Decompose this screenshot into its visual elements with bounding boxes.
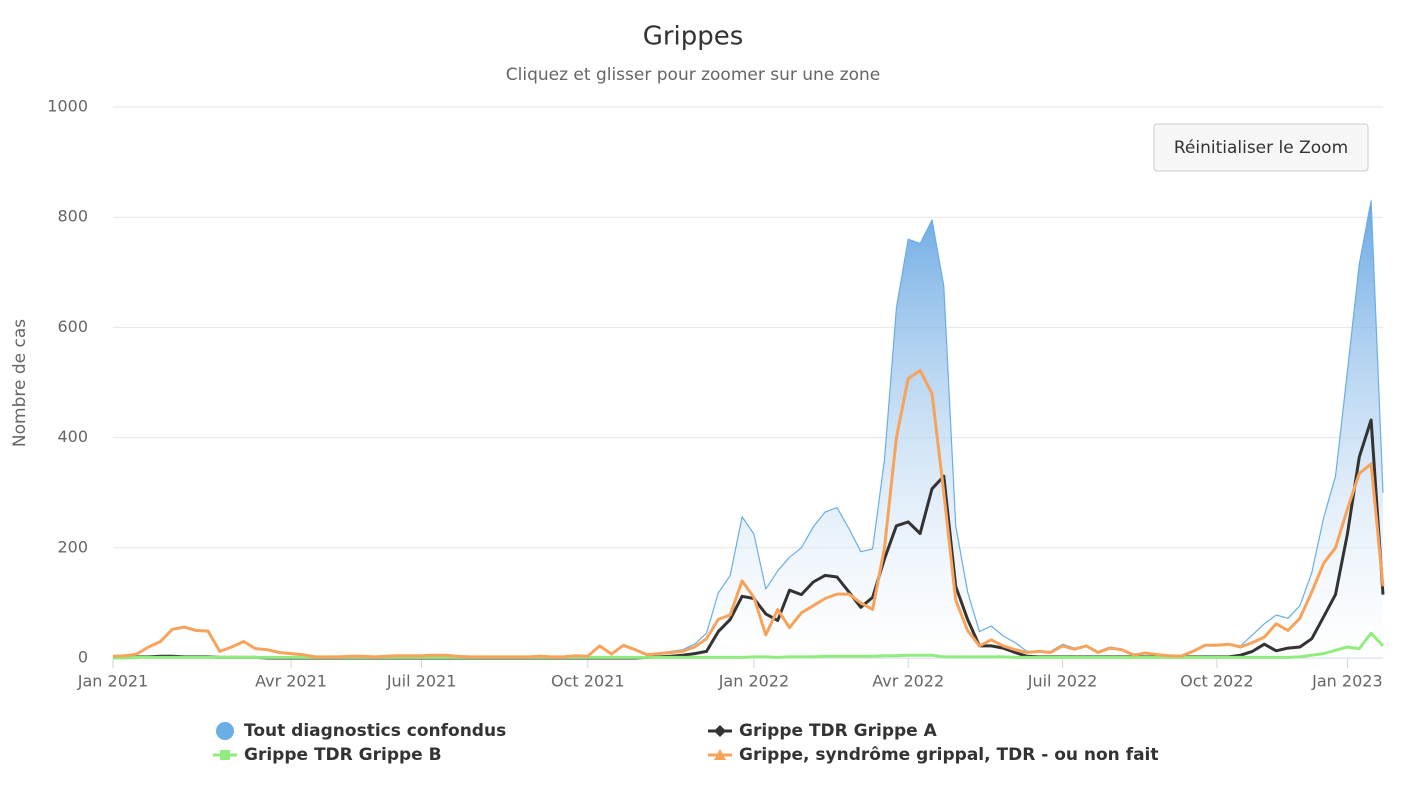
x-tick-label: Juil 2021 xyxy=(386,672,457,691)
y-tick-label: 400 xyxy=(57,427,88,446)
x-tick-label: Oct 2021 xyxy=(551,672,624,691)
x-tick-label: Avr 2022 xyxy=(872,672,944,691)
area xyxy=(113,200,1383,658)
legend-symbol xyxy=(714,749,726,760)
legend-label[interactable]: Grippe, syndrôme grippal, TDR - ou non f… xyxy=(739,745,1159,765)
y-tick-label: 800 xyxy=(57,207,88,226)
legend-label[interactable]: Grippe TDR Grippe B xyxy=(244,745,442,765)
y-tick-label: 600 xyxy=(57,317,88,336)
x-tick-label: Jan 2023 xyxy=(1311,672,1382,691)
legend-symbol xyxy=(220,750,230,760)
legend-symbol xyxy=(714,725,726,737)
x-tick-label: Oct 2022 xyxy=(1180,672,1253,691)
y-tick-label: 1000 xyxy=(47,97,88,116)
y-axis-label: Nombre de cas xyxy=(10,319,30,447)
legend-symbol xyxy=(216,722,234,740)
legend-label[interactable]: Grippe TDR Grippe A xyxy=(739,721,938,741)
reset-zoom-button[interactable]: Réinitialiser le Zoom xyxy=(1153,123,1369,172)
chart-title: Grippes xyxy=(643,22,744,52)
button-frame[interactable] xyxy=(1153,123,1369,172)
plot-area: 0 200 400 600 800 1000 Jan 2021 Avr 2021 Juil 20… xyxy=(47,97,1385,691)
legend-label[interactable]: Tout diagnostics confondus xyxy=(244,721,506,741)
button-label[interactable]: Réinitialiser le Zoom xyxy=(1174,138,1348,158)
x-tick-label: Jan 2022 xyxy=(718,672,789,691)
y-tick-label: 0 xyxy=(78,648,88,667)
x-tick-label: Juil 2022 xyxy=(1027,672,1098,691)
chart-subtitle: Cliquez et glisser pour zoomer sur une z… xyxy=(506,65,881,85)
legend: Tout diagnostics confondus Grippe TDR Gri… xyxy=(213,721,1159,765)
y-tick-label: 200 xyxy=(57,537,88,556)
x-tick-label: Jan 2021 xyxy=(77,672,148,691)
x-tick-label: Avr 2021 xyxy=(255,672,327,691)
series-line xyxy=(112,368,1385,659)
